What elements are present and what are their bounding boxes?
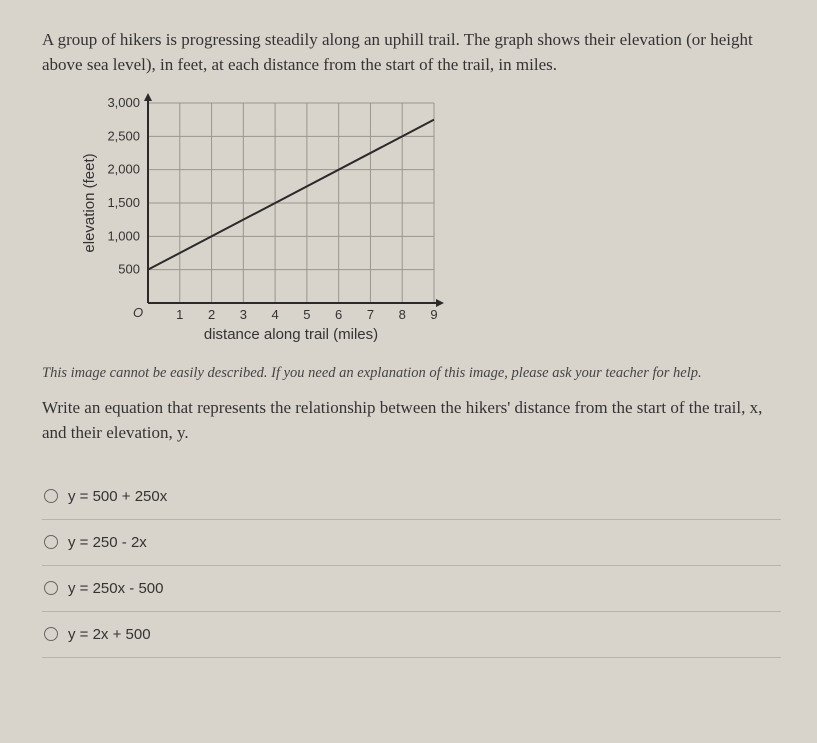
radio-icon [44,581,58,595]
svg-text:500: 500 [118,262,140,277]
svg-text:2: 2 [208,307,215,322]
option-row[interactable]: y = 250x - 500 [42,566,781,612]
option-row[interactable]: y = 500 + 250x [42,474,781,520]
svg-text:1: 1 [176,307,183,322]
image-caption: This image cannot be easily described. I… [42,365,781,382]
svg-text:8: 8 [399,307,406,322]
svg-text:elevation (feet): elevation (feet) [81,154,98,253]
radio-icon [44,627,58,641]
radio-icon [44,489,58,503]
svg-text:6: 6 [335,307,342,322]
svg-text:9: 9 [430,307,437,322]
svg-text:O: O [133,305,143,320]
option-label: y = 250x - 500 [68,580,163,597]
answer-options: y = 500 + 250x y = 250 - 2x y = 250x - 5… [42,474,781,658]
radio-icon [44,535,58,549]
option-row[interactable]: y = 2x + 500 [42,612,781,658]
svg-text:3: 3 [240,307,247,322]
svg-text:1,500: 1,500 [107,195,140,210]
svg-text:3,000: 3,000 [107,95,140,110]
svg-text:2,000: 2,000 [107,162,140,177]
svg-text:5: 5 [303,307,310,322]
option-label: y = 250 - 2x [68,534,147,551]
option-row[interactable]: y = 250 - 2x [42,520,781,566]
option-label: y = 2x + 500 [68,626,151,643]
svg-text:distance along trail (miles): distance along trail (miles) [204,326,378,343]
svg-text:1,000: 1,000 [107,229,140,244]
question-prompt: Write an equation that represents the re… [42,396,781,445]
elevation-chart: 1 2 3 4 5 6 7 8 9 500 1,000 1,500 2,000 2,500 3,000 Odi… [76,91,446,351]
svg-text:4: 4 [271,307,278,322]
option-label: y = 500 + 250x [68,488,167,505]
svg-text:2,500: 2,500 [107,129,140,144]
chart-container: 1 2 3 4 5 6 7 8 9 500 1,000 1,500 2,000 2,500 3,000 Odi… [76,91,781,351]
question-intro: A group of hikers is progressing steadil… [42,28,781,77]
svg-text:7: 7 [367,307,374,322]
